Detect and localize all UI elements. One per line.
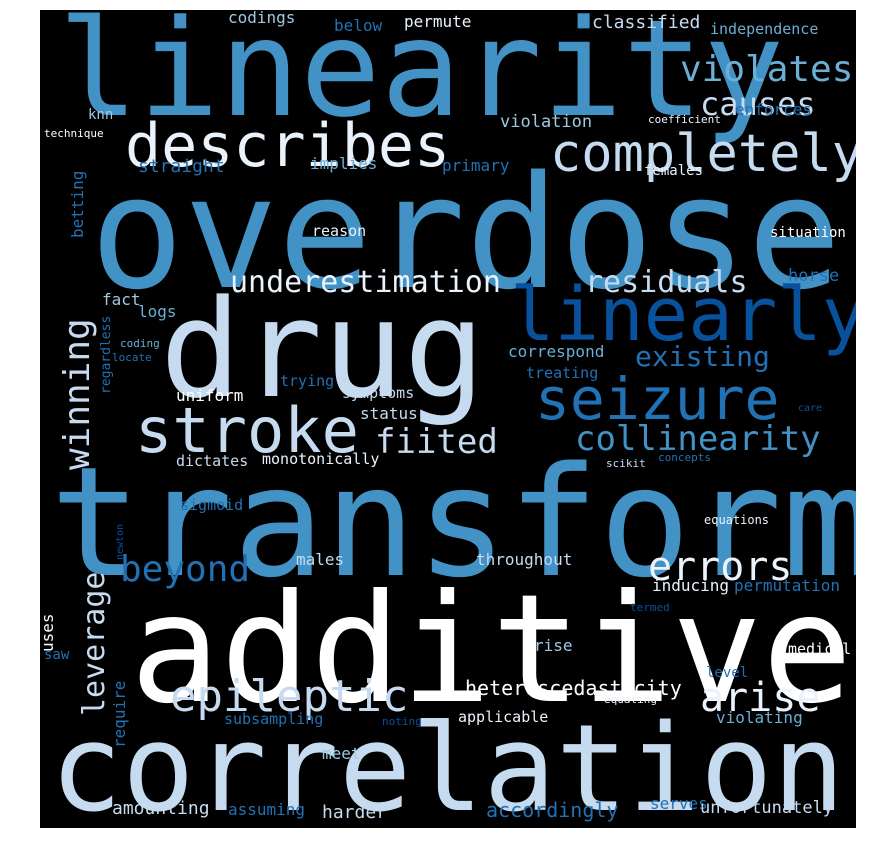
word-coefficient: coefficient xyxy=(648,113,721,126)
word-leverage: leverage xyxy=(77,571,112,717)
word-stroke: stroke xyxy=(135,394,359,467)
word-collinearity: collinearity xyxy=(575,419,821,459)
word-termed: termed xyxy=(630,601,670,614)
word-additive: additive xyxy=(130,563,853,737)
word-trying: trying xyxy=(280,372,335,390)
word-concepts: concepts xyxy=(658,451,711,464)
word-inducing: inducing xyxy=(652,576,730,595)
word-subsampling: subsampling xyxy=(224,710,324,728)
word-care: care xyxy=(798,403,823,414)
word-fact: fact xyxy=(102,290,141,309)
word-accordingly: accordingly xyxy=(486,798,619,822)
word-independence: independence xyxy=(710,20,819,38)
word-serves: serves xyxy=(650,794,708,813)
word-betting: betting xyxy=(68,170,87,238)
word-linearity: linearity xyxy=(58,10,785,147)
word-winning: winning xyxy=(57,318,98,470)
word-applicable: applicable xyxy=(458,708,549,726)
word-dictates: dictates xyxy=(176,452,249,470)
word-treating: treating xyxy=(526,364,599,382)
word-meet: meet xyxy=(322,744,361,763)
word-correlation: correlation xyxy=(50,700,845,829)
word-locate: locate xyxy=(112,351,152,364)
word-epileptic: epileptic xyxy=(170,671,409,722)
word-logs: logs xyxy=(138,302,177,321)
word-beyond: beyond xyxy=(120,549,251,590)
word-arise: arise xyxy=(700,675,821,721)
word-knn: knn xyxy=(88,107,114,123)
word-heteroscedasticity: heteroscedasticity xyxy=(465,676,682,700)
word-coding: coding xyxy=(120,337,160,350)
word-implies: implies xyxy=(310,154,378,173)
word-equations: equations xyxy=(704,513,770,527)
word-symptoms: symptoms xyxy=(342,384,415,402)
word-medical: medical xyxy=(788,640,852,658)
word-amounting: amounting xyxy=(112,798,210,819)
word-monotonically: monotonically xyxy=(262,450,380,468)
word-enforces: enforces xyxy=(735,100,813,119)
word-uniform: uniform xyxy=(176,386,244,405)
word-scikit: scikit xyxy=(606,457,646,470)
word-drug: drug xyxy=(160,271,486,428)
word-linearly: linearly xyxy=(510,272,856,358)
word-below: below xyxy=(334,16,383,35)
word-fiited: fiited xyxy=(375,422,498,462)
word-rise: rise xyxy=(534,636,573,655)
word-status: status xyxy=(360,404,418,423)
word-violation: violation xyxy=(500,112,593,132)
word-throughout: throughout xyxy=(476,550,573,569)
word-sigmoid: sigmoid xyxy=(180,496,244,514)
word-existing: existing xyxy=(635,340,770,373)
word-residuals: residuals xyxy=(585,265,748,300)
word-violating: violating xyxy=(716,708,803,727)
word-underestimation: underestimation xyxy=(230,265,501,300)
word-overdose: overdose xyxy=(90,142,842,324)
word-errors: errors xyxy=(648,544,793,590)
word-level: level xyxy=(706,665,749,681)
word-males: males xyxy=(296,550,345,569)
word-causes: causes xyxy=(700,85,816,123)
word-codings: codings xyxy=(228,10,296,27)
word-seizure: seizure xyxy=(535,365,780,433)
word-require: require xyxy=(110,680,129,748)
word-newton: newton xyxy=(115,523,126,560)
word-situation: situation xyxy=(770,225,846,241)
word-primary: primary xyxy=(442,156,510,175)
word-females: females xyxy=(644,163,704,179)
word-horse: horse xyxy=(788,266,840,286)
word-unfortunately: unfortunately xyxy=(700,798,834,818)
word-cloud: linearity overdose drug transform additi… xyxy=(40,10,856,828)
word-regardless: regardless xyxy=(99,315,114,394)
word-straight: straight xyxy=(138,156,225,177)
word-permute: permute xyxy=(404,12,472,31)
word-violates: violates xyxy=(680,49,854,90)
word-noting: noting xyxy=(382,715,422,728)
word-classified: classified xyxy=(592,12,701,33)
word-transform: transform xyxy=(50,434,856,611)
word-correspond: correspond xyxy=(508,342,605,361)
word-permutation: permutation xyxy=(734,576,840,595)
word-assuming: assuming xyxy=(228,800,306,819)
word-technique: technique xyxy=(44,127,104,140)
word-describes: describes xyxy=(125,111,451,181)
word-completely: completely xyxy=(550,124,856,184)
word-harder: harder xyxy=(322,802,388,823)
word-reason: reason xyxy=(312,222,367,240)
word-equating: equating xyxy=(604,693,657,706)
word-saw: saw xyxy=(44,647,70,663)
